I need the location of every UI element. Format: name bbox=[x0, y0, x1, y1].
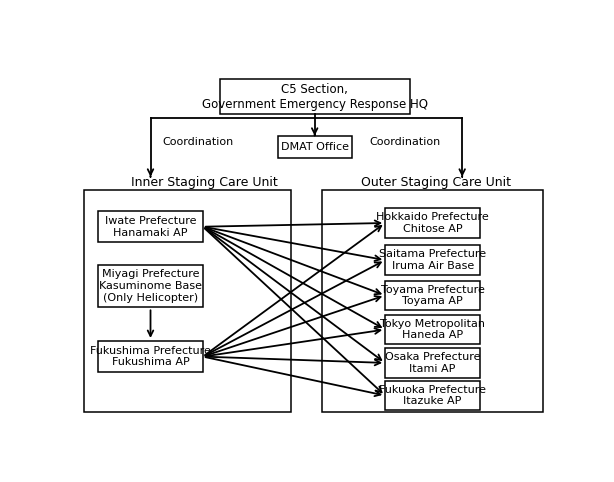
Bar bbox=[385, 348, 480, 378]
Text: Inner Staging Care Unit: Inner Staging Care Unit bbox=[131, 175, 278, 188]
Text: Hokkaido Prefecture
Chitose AP: Hokkaido Prefecture Chitose AP bbox=[376, 212, 489, 234]
Bar bbox=[98, 211, 203, 242]
Bar bbox=[98, 265, 203, 308]
Text: Fukuoka Prefecture
Itazuke AP: Fukuoka Prefecture Itazuke AP bbox=[379, 385, 486, 406]
Text: Coordination: Coordination bbox=[163, 137, 234, 147]
Text: Miyagi Prefecture
Kasuminome Base
(Only Helicopter): Miyagi Prefecture Kasuminome Base (Only … bbox=[99, 269, 202, 303]
Bar bbox=[322, 189, 543, 412]
Bar bbox=[220, 79, 410, 114]
Bar bbox=[278, 136, 352, 158]
Text: Toyama Prefecture
Toyama AP: Toyama Prefecture Toyama AP bbox=[381, 284, 484, 306]
Text: DMAT Office: DMAT Office bbox=[281, 142, 349, 152]
Text: Osaka Prefecture
Itami AP: Osaka Prefecture Itami AP bbox=[385, 352, 480, 374]
Text: Fukushima Prefecture
Fukushima AP: Fukushima Prefecture Fukushima AP bbox=[90, 346, 211, 367]
Bar bbox=[385, 208, 480, 238]
Text: Coordination: Coordination bbox=[370, 137, 441, 147]
Text: Iwate Prefecture
Hanamaki AP: Iwate Prefecture Hanamaki AP bbox=[105, 216, 196, 238]
Text: Saitama Prefecture
Iruma Air Base: Saitama Prefecture Iruma Air Base bbox=[379, 249, 486, 271]
Text: C5 Section,
Government Emergency Response HQ: C5 Section, Government Emergency Respons… bbox=[201, 83, 428, 111]
Bar bbox=[385, 381, 480, 411]
Text: Tokyo Metropolitan
Haneda AP: Tokyo Metropolitan Haneda AP bbox=[380, 319, 485, 340]
Bar bbox=[385, 245, 480, 275]
Bar bbox=[84, 189, 291, 412]
Bar bbox=[385, 315, 480, 344]
Bar bbox=[385, 281, 480, 310]
Text: Outer Staging Care Unit: Outer Staging Care Unit bbox=[361, 175, 511, 188]
Bar bbox=[98, 341, 203, 373]
